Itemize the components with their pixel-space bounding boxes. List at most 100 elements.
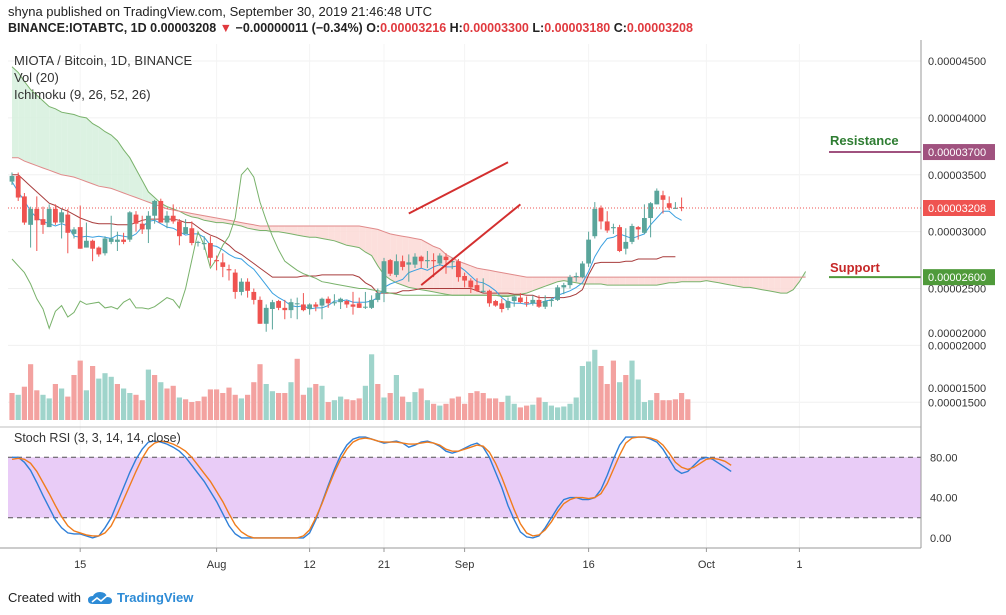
candle [449,261,455,263]
publisher-line: shyna published on TradingView.com, Sept… [8,4,432,19]
volume-bar [660,400,666,420]
annotations: Resistance Support [8,133,921,286]
candle [673,207,678,209]
cloud-segment [408,237,415,289]
volume-bar [59,388,65,420]
candle [96,247,102,255]
volume-bar [666,400,672,420]
x-tick-label: Oct [698,559,715,571]
volume-bar [294,358,300,420]
volume-bar [517,407,523,420]
volume-bar [307,387,313,420]
volume-bar [325,402,331,420]
volume-bar [77,360,83,420]
cloud-segment [247,223,254,230]
cloud-segment [774,277,781,294]
price-tick-label: 0.00002500 [928,284,986,296]
open-label: O: [366,21,381,35]
cloud-segment [762,277,769,291]
candle [431,260,436,262]
cloud-segment [687,277,694,282]
volume-bar [282,393,288,420]
candle [214,260,219,262]
candle [183,227,188,234]
volume-bar [158,382,164,420]
candle [629,225,635,242]
candle [468,280,474,288]
legend: MIOTA / Bitcoin, 1D, BINANCE Vol (20) Ic… [14,53,193,445]
candle [22,196,27,223]
cloud-segment [712,277,719,283]
candle [34,208,40,221]
candle [9,175,15,182]
volume-bar [201,396,207,420]
volume-bar [40,394,46,420]
cloud-segment [334,225,341,244]
volume-bar [449,398,455,420]
volume-bar [232,394,238,420]
cloud-segment [12,66,19,158]
volume-bar [226,387,232,420]
x-tick-label: Sep [455,559,475,571]
support-price-tag-bg [923,269,995,286]
stoch-d-line [11,436,732,539]
volume-bars [9,349,691,420]
candle [108,238,114,242]
candle [598,207,604,222]
volume-bar [263,384,269,420]
candle [381,261,387,294]
high-value: 0.00003300 [462,21,529,35]
volume-tick-label: 0.00002000 [928,328,986,340]
tradingview-cloud-icon [87,591,112,604]
volume-bar [511,403,517,420]
volume-bar [96,378,102,420]
cloud-segment [576,277,583,284]
candle [592,208,598,237]
candle [226,269,232,271]
volume-bar [207,389,213,420]
volume-bar [145,369,151,420]
cloud-segment [30,89,37,166]
volume-bar [28,364,34,420]
volume-bar [567,403,573,420]
volume-bar [555,407,561,420]
volume-bar [356,398,362,420]
cloud-segment [123,149,130,196]
volume-bar [108,376,114,420]
volume-bar [387,393,393,420]
volume-bar [375,384,381,420]
price-tick-label: 0.00004000 [928,113,986,125]
volume-bar [257,364,263,420]
cloud-segment [98,127,105,188]
candle [406,262,412,265]
candle [493,301,498,306]
candle [40,219,46,225]
candle [282,307,288,311]
last-price-tag: 0.00003208 [928,203,986,215]
volume-bar [629,360,635,420]
volume-bar [350,400,356,420]
open-value: 0.00003216 [380,21,447,35]
legend-stoch: Stoch RSI (3, 3, 14, 14, close) [14,431,181,445]
candle [319,298,325,306]
volume-bar [152,375,158,420]
volume-bar [480,393,486,420]
cloud-segment [210,216,217,223]
volume-bar [455,396,461,420]
cloud-segment [315,225,322,239]
candle [425,260,430,262]
candle [84,240,89,248]
tradingview-brand[interactable]: TradingView [116,590,194,605]
cloud-segment [638,277,645,286]
volume-bar [133,394,139,420]
volume-bar [164,388,170,420]
channel-lower-line [420,203,522,286]
candle [555,287,560,300]
candle [350,304,356,307]
volume-bar [21,386,27,420]
cloud-segment [61,112,68,176]
volume-bar [195,401,201,420]
volume-bar [127,393,133,420]
volume-bar [443,403,449,420]
